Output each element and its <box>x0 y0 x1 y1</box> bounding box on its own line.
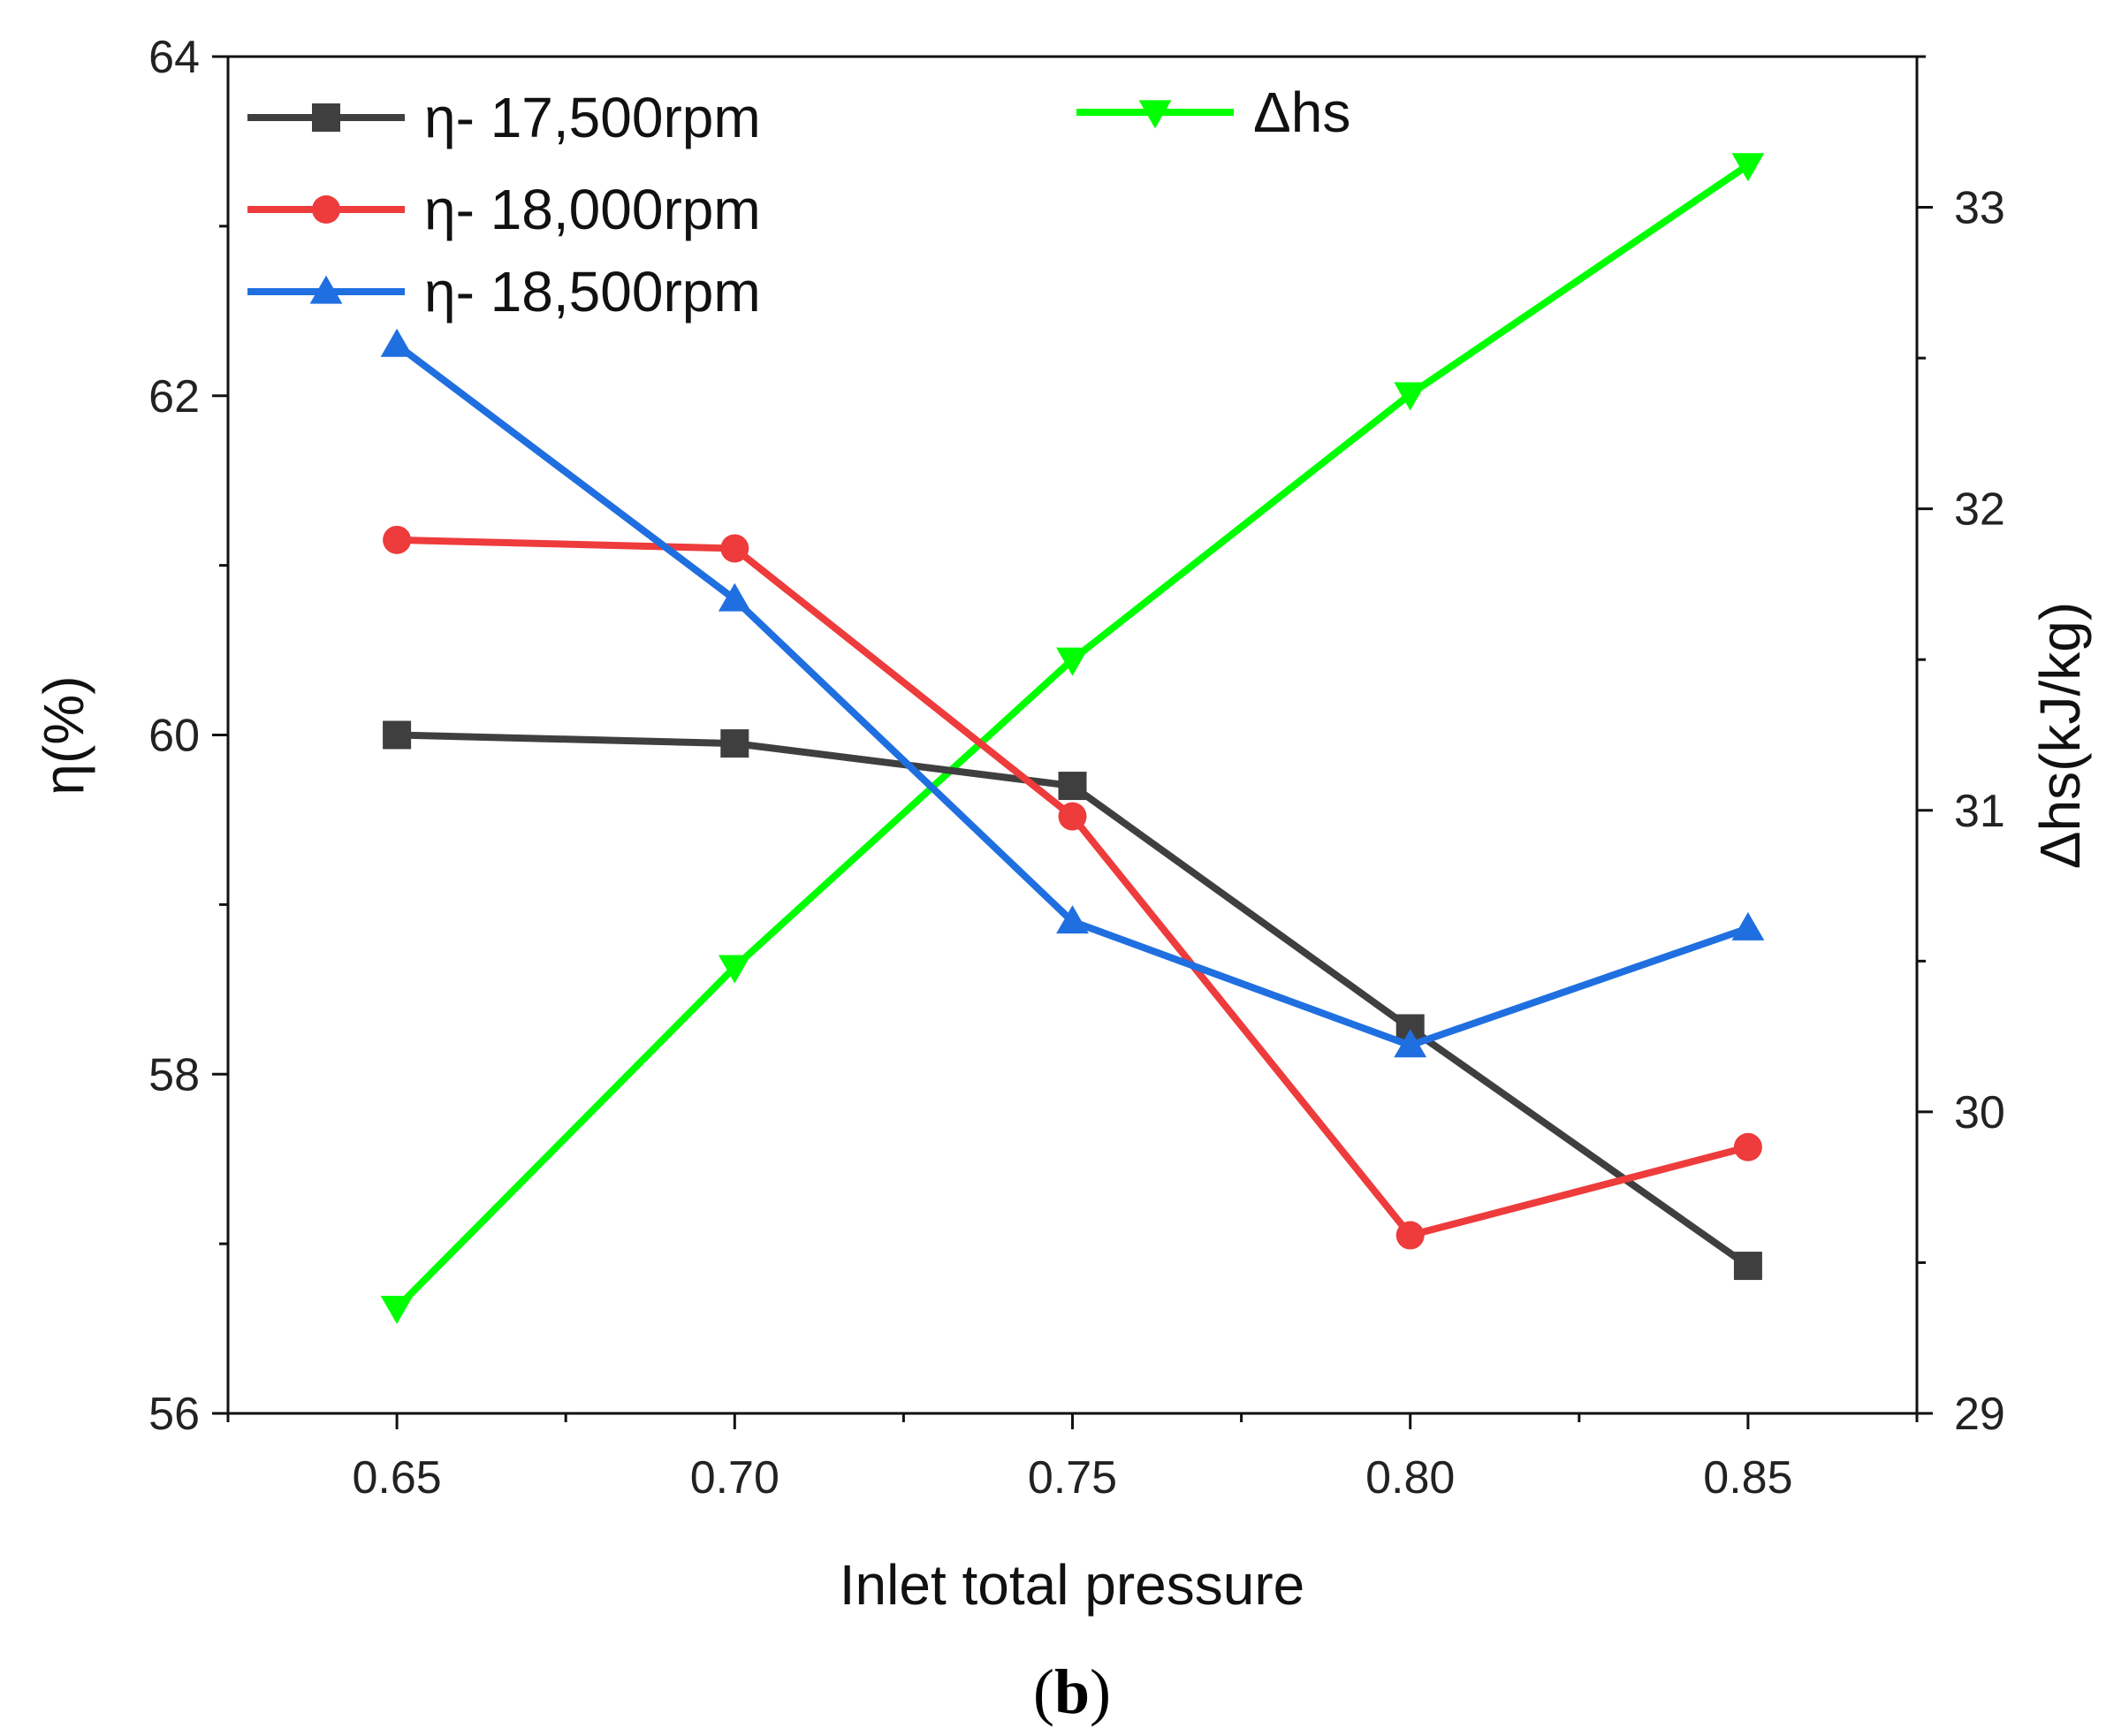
data-point <box>1394 382 1427 411</box>
legend-swatch-marker <box>312 103 340 132</box>
figure-caption: (b) <box>1033 1656 1111 1727</box>
x-tick-label: 0.70 <box>690 1452 779 1504</box>
data-point <box>1058 802 1087 831</box>
data-point <box>1733 1132 1762 1161</box>
legend: η- 17,500rpm η- 18,000rpm η- 18,500rpm Δhs <box>247 80 1350 324</box>
legend-swatch-marker <box>309 275 343 304</box>
series-group <box>380 153 1765 1325</box>
x-tick-label: 0.65 <box>352 1452 441 1504</box>
data-point <box>380 1296 414 1325</box>
legend-item: η- 18,500rpm <box>247 260 761 324</box>
y-tick-label: 62 <box>148 371 200 423</box>
y-tick-label: 58 <box>148 1049 200 1100</box>
y-tick-label: 56 <box>148 1389 200 1440</box>
caption-close-paren: ) <box>1090 1656 1111 1727</box>
legend-label: Δhs <box>1253 80 1350 144</box>
data-point <box>1394 1029 1427 1058</box>
x-tick-label: 0.80 <box>1365 1452 1455 1504</box>
data-point <box>1395 1221 1425 1250</box>
y2-tick-label: 30 <box>1954 1087 2005 1138</box>
y2-tick-label: 32 <box>1954 484 2005 536</box>
y2-tick-label: 33 <box>1954 183 2005 234</box>
legend-item: η- 17,500rpm <box>247 86 761 149</box>
y-tick-label: 64 <box>148 32 200 83</box>
y-tick-label: 60 <box>148 711 200 762</box>
x-tick-label: 0.85 <box>1703 1452 1792 1504</box>
legend-swatch-marker <box>1138 100 1172 129</box>
data-point <box>718 582 751 612</box>
data-point <box>383 720 412 750</box>
legend-label: η- 17,500rpm <box>424 86 761 149</box>
data-point <box>1733 1252 1762 1281</box>
series-1 <box>383 525 1762 1250</box>
legend-label: η- 18,000rpm <box>424 178 761 241</box>
data-point <box>383 525 412 554</box>
data-point <box>718 955 751 984</box>
y2-tick-label: 29 <box>1954 1389 2005 1440</box>
series-2 <box>380 328 1765 1058</box>
data-point <box>720 534 749 563</box>
data-point <box>720 729 749 758</box>
data-point <box>1056 905 1089 934</box>
legend-swatch-marker <box>312 195 340 224</box>
y2-tick-label: 31 <box>1954 786 2005 837</box>
data-point <box>1731 911 1765 940</box>
legend-item: Δhs <box>1076 80 1350 144</box>
legend-item: η- 18,000rpm <box>247 178 761 241</box>
caption-letter: b <box>1054 1656 1090 1727</box>
series-0 <box>383 720 1762 1281</box>
series-3 <box>380 153 1765 1325</box>
x-axis-title: Inlet total pressure <box>840 1553 1305 1617</box>
data-point <box>1731 153 1765 182</box>
data-point <box>1058 772 1087 801</box>
y-axis-title: η(%) <box>32 675 95 795</box>
data-point <box>380 328 414 357</box>
y2-axis-title: Δhs(kJ/kg) <box>2028 602 2092 869</box>
axes-group: 0.65 0.70 0.75 0.80 0.85 56 58 60 62 64 29 30 31 32 33 <box>148 32 2005 1504</box>
legend-label: η- 18,500rpm <box>424 260 761 324</box>
data-point <box>1056 647 1089 676</box>
x-tick-label: 0.75 <box>1028 1452 1117 1504</box>
caption-open-paren: ( <box>1033 1656 1054 1727</box>
